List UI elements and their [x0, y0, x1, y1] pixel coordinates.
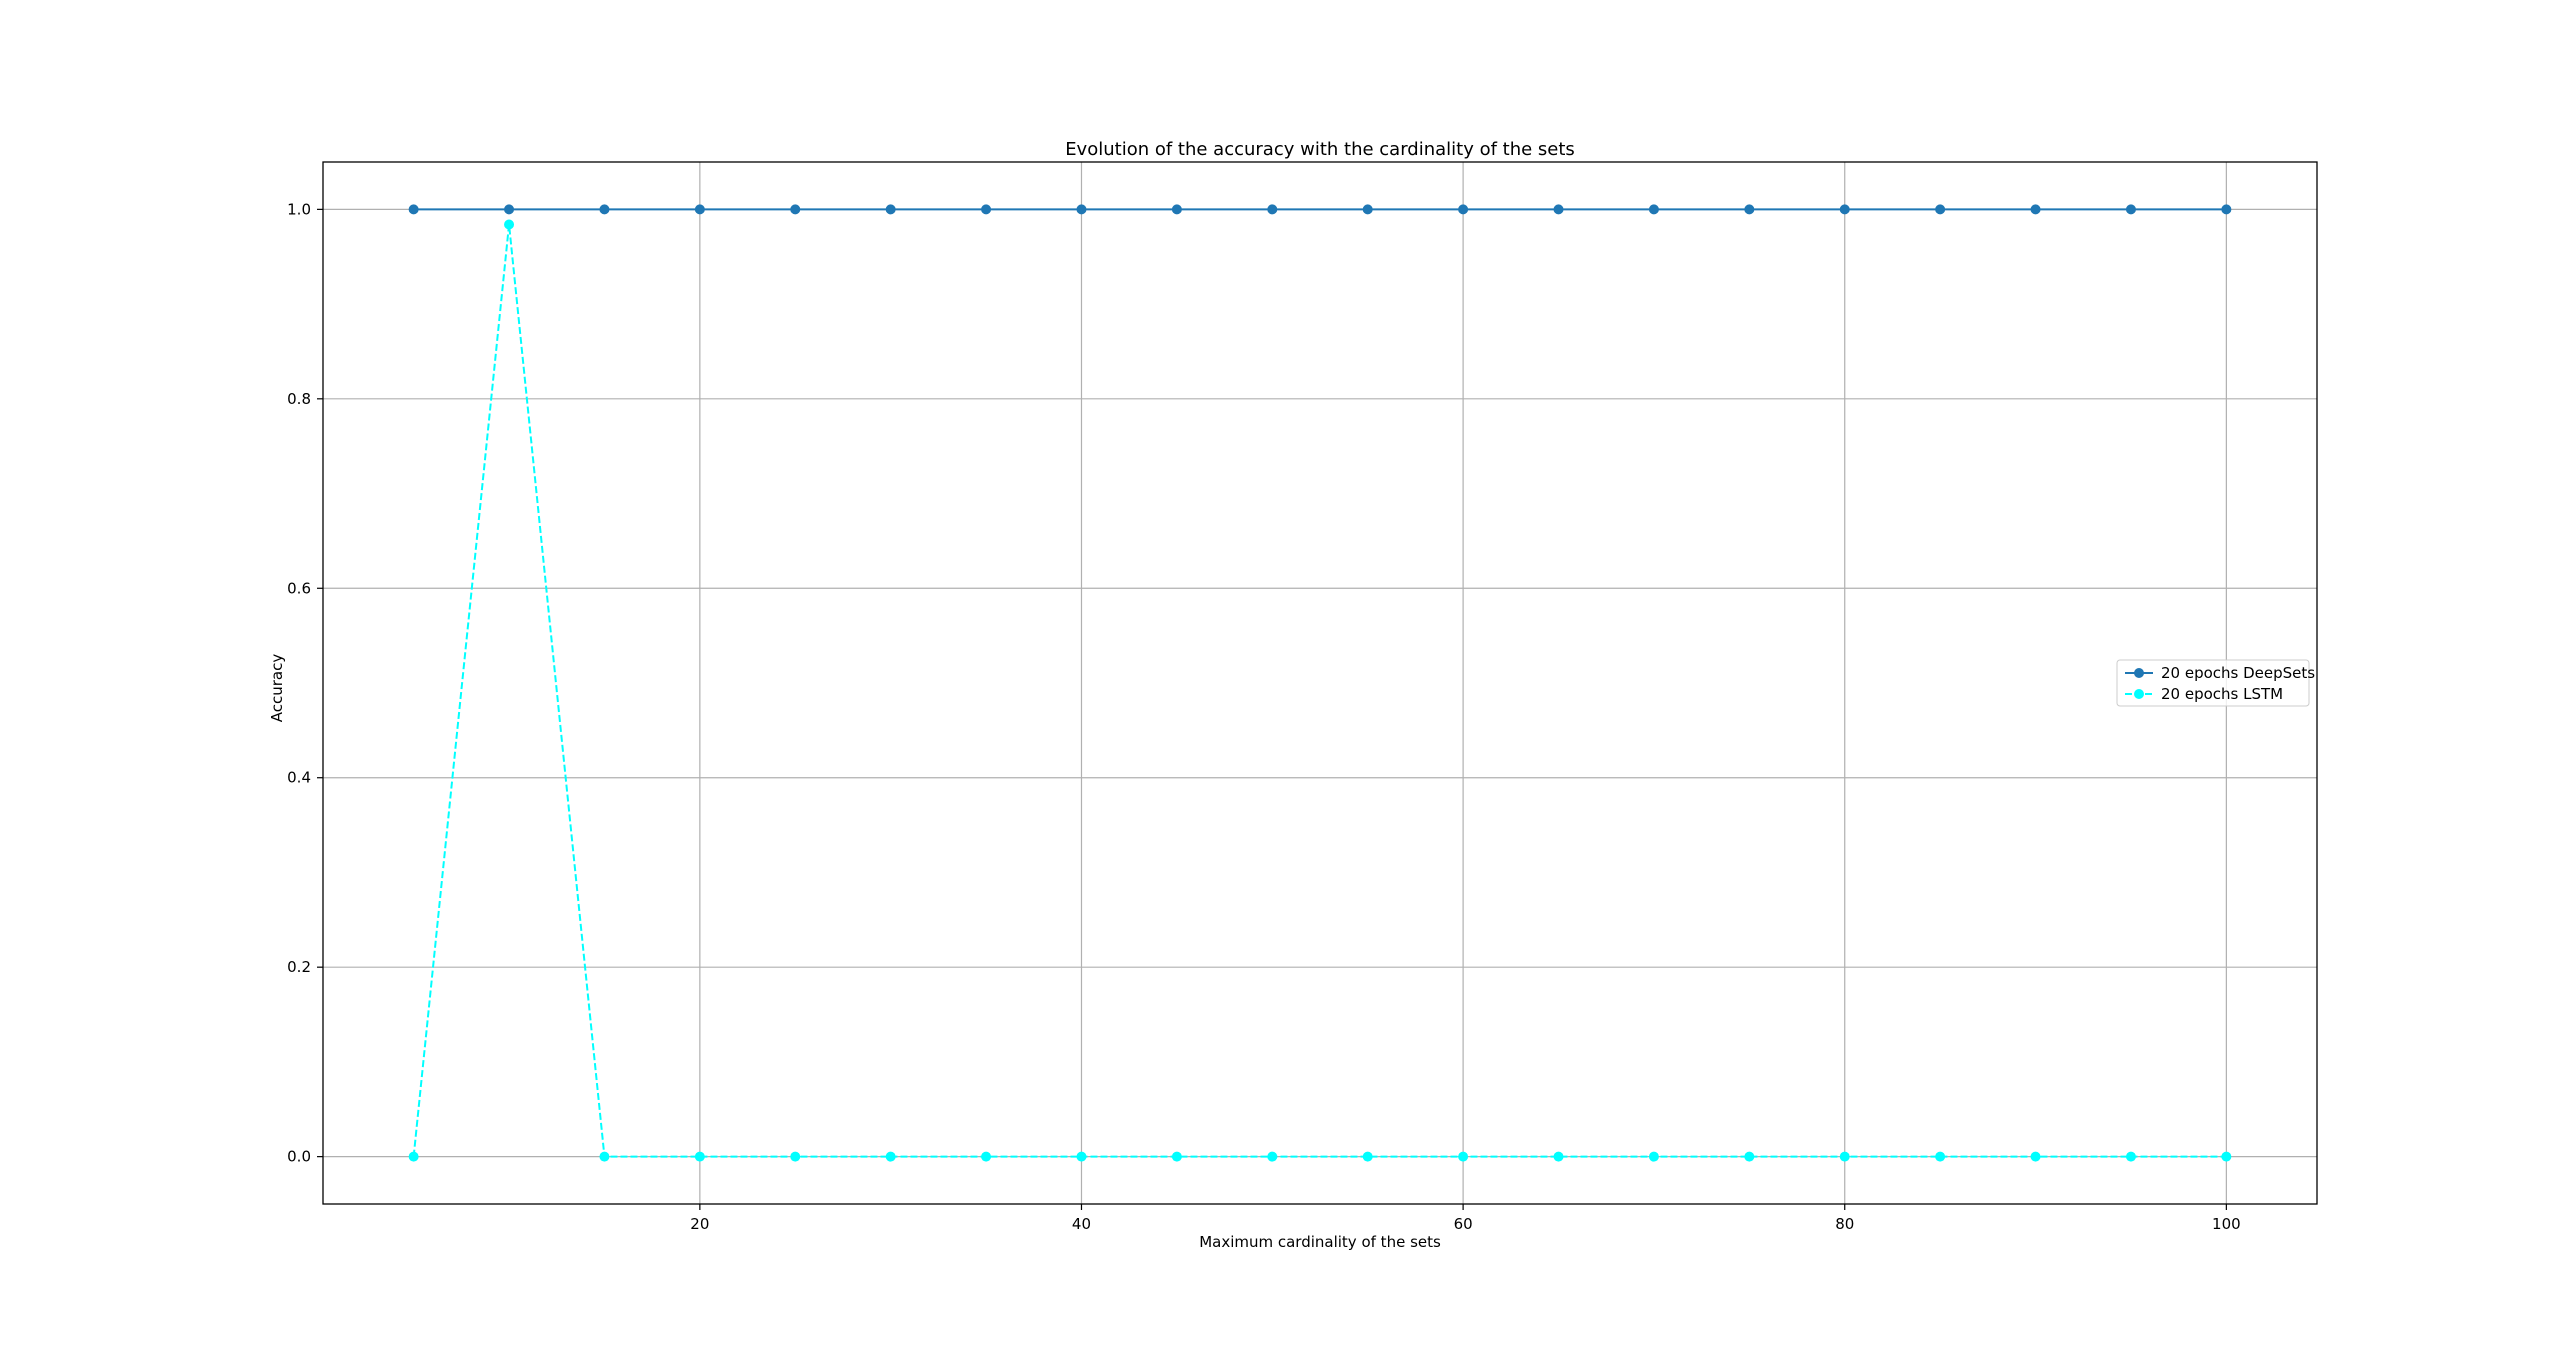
legend-box [2116, 659, 2310, 707]
data-point [1648, 204, 1659, 215]
legend-marker [2134, 668, 2144, 678]
y-tick-label: 0.2 [287, 958, 311, 976]
data-point [1267, 204, 1278, 215]
data-point [1458, 204, 1469, 215]
data-point [885, 204, 896, 215]
data-point [1553, 204, 1564, 215]
data-point [1171, 204, 1182, 215]
legend-entry-label: 20 epochs DeepSets [2161, 664, 2315, 682]
data-point [1935, 204, 1946, 215]
data-point [790, 1151, 801, 1162]
y-axis-label: Accuracy [268, 654, 286, 723]
data-point [981, 1151, 992, 1162]
legend-entry-label: 20 epochs LSTM [2161, 685, 2283, 703]
x-tick-label: 60 [1454, 1215, 1473, 1233]
series-line [412, 224, 2227, 1158]
data-point [2221, 204, 2232, 215]
data-point [1267, 1151, 1278, 1162]
x-axis-label: Maximum cardinality of the sets [1199, 1233, 1441, 1251]
axes [317, 161, 2318, 1210]
chart-title: Evolution of the accuracy with the cardi… [1065, 139, 1575, 160]
plot-series [408, 204, 2232, 1162]
data-point [2125, 1151, 2136, 1162]
data-point [599, 204, 610, 215]
data-point [2030, 1151, 2041, 1162]
data-point [790, 204, 801, 215]
data-point [1171, 1151, 1182, 1162]
x-tick-label: 40 [1072, 1215, 1091, 1233]
plot-frame [322, 161, 2318, 1205]
data-point [1076, 204, 1087, 215]
data-point [2030, 204, 2041, 215]
data-point [1362, 1151, 1373, 1162]
data-point [885, 1151, 896, 1162]
x-tick-label: 80 [1835, 1215, 1854, 1233]
data-point [1076, 1151, 1087, 1162]
y-tick-label: 0.4 [287, 769, 311, 787]
data-point [1648, 1151, 1659, 1162]
data-point [2125, 204, 2136, 215]
data-point [504, 219, 515, 230]
data-point [1839, 204, 1850, 215]
y-tick-label: 0.8 [287, 390, 311, 408]
data-point [408, 204, 419, 215]
tick-labels: 20 40 60 80 100 0.0 0.2 0.4 0.6 0.8 1.0 [287, 200, 2241, 1233]
data-point [1839, 1151, 1850, 1162]
y-tick-label: 0.0 [287, 1148, 311, 1166]
data-point [1362, 204, 1373, 215]
data-point [694, 204, 705, 215]
data-point [408, 1151, 419, 1162]
data-point [599, 1151, 610, 1162]
data-point [1458, 1151, 1469, 1162]
x-tick-label: 100 [2212, 1215, 2241, 1233]
y-tick-label: 0.6 [287, 579, 311, 597]
data-point [1553, 1151, 1564, 1162]
series-1 [408, 204, 2232, 215]
data-point [1744, 1151, 1755, 1162]
x-tick-label: 20 [690, 1215, 709, 1233]
data-point [1744, 204, 1755, 215]
data-point [981, 204, 992, 215]
legend-marker [2134, 689, 2144, 699]
y-tick-label: 1.0 [287, 200, 311, 218]
data-point [694, 1151, 705, 1162]
data-point [504, 204, 515, 215]
series-2 [408, 219, 2232, 1162]
legend: 20 epochs DeepSets 20 epochs LSTM [2116, 659, 2315, 707]
data-point [1935, 1151, 1946, 1162]
data-point [2221, 1151, 2232, 1162]
